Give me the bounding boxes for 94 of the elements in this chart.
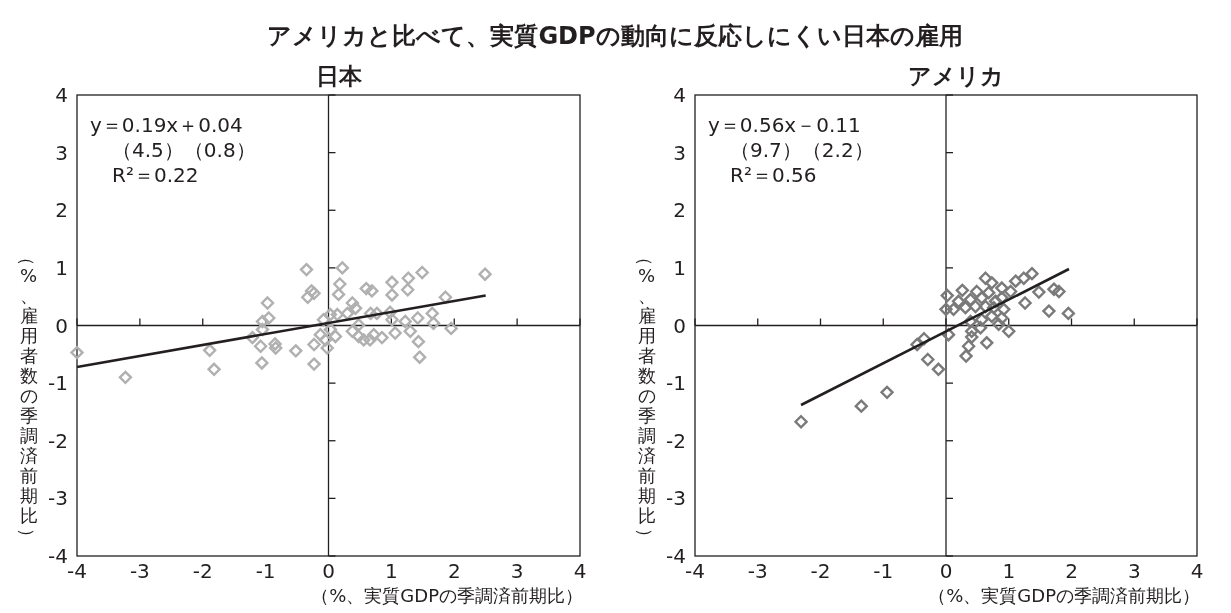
y-tick-label: 3 — [673, 140, 686, 165]
point — [955, 283, 970, 298]
x-tick-label: 3 — [1127, 559, 1141, 583]
annotation: （4.5）（0.8） — [112, 138, 256, 162]
point — [1008, 274, 1023, 288]
point — [1018, 296, 1032, 310]
text: （%、雇用者数の季調済前期比） — [635, 248, 656, 546]
y-tick-label: -3 — [666, 486, 686, 511]
x-tick-label: -1 — [873, 559, 894, 583]
point — [973, 321, 988, 335]
y-tick-label: 2 — [673, 198, 686, 223]
x-tick-label: -2 — [192, 559, 213, 583]
y-tick-label: -3 — [48, 486, 68, 511]
y-tick-label: -4 — [48, 544, 68, 568]
point — [995, 281, 1009, 295]
x-tick-label: 0 — [322, 559, 335, 583]
point — [917, 332, 931, 346]
y-tick-label: 0 — [673, 313, 686, 338]
point — [978, 271, 993, 285]
x-tick-label: 1 — [385, 559, 398, 583]
y-tick-label: -1 — [666, 371, 686, 396]
y-tick-label: 1 — [55, 255, 68, 280]
point — [946, 302, 961, 317]
point — [988, 294, 1003, 308]
y-tick-label: 1 — [673, 255, 686, 280]
point — [931, 362, 946, 376]
annotation: y＝0.19x＋0.04 — [90, 113, 243, 137]
point — [961, 339, 976, 353]
x-axis-title: （%、実質GDPの季調済前期比） — [928, 585, 1200, 606]
point — [1042, 304, 1056, 318]
y-tick-label: 2 — [55, 198, 68, 223]
point — [975, 313, 989, 327]
point — [794, 415, 808, 429]
point — [1061, 306, 1076, 321]
y-tick-label: 3 — [55, 140, 68, 165]
x-tick-label: -3 — [129, 559, 150, 583]
point — [1025, 266, 1039, 281]
point — [997, 302, 1011, 317]
point — [941, 328, 956, 342]
chart-subtitle: アメリカ — [908, 63, 1004, 89]
point — [940, 288, 954, 303]
x-tick-label: 4 — [1190, 559, 1204, 583]
point — [951, 294, 966, 308]
point — [965, 330, 979, 344]
point — [880, 385, 894, 400]
annotation: R²＝0.22 — [112, 163, 199, 187]
annotation: R²＝0.56 — [730, 163, 817, 187]
point — [1017, 271, 1031, 285]
x-tick-label: 2 — [447, 559, 461, 583]
point — [970, 284, 984, 299]
y-tick-label: 4 — [55, 83, 68, 107]
y-tick-label: -2 — [666, 428, 686, 453]
y-tick-label: -1 — [48, 371, 68, 396]
point — [985, 309, 999, 323]
chart-title: アメリカと比べて、実質GDPの動向に反応しにくい日本の雇用 — [267, 22, 963, 50]
point — [985, 276, 999, 290]
point — [1003, 284, 1018, 299]
x-axis-title: （%、実質GDPの季調済前期比） — [311, 585, 583, 606]
x-tick-label: 4 — [573, 559, 587, 583]
text: （%、雇用者数の季調済前期比） — [17, 248, 38, 546]
point — [1047, 282, 1061, 296]
point — [959, 349, 973, 363]
x-tick-label: -3 — [747, 559, 768, 583]
point — [854, 399, 868, 413]
x-tick-label: 3 — [510, 559, 524, 583]
point — [992, 317, 1006, 332]
chart-subtitle: 日本 — [315, 63, 363, 89]
y-tick-label: -2 — [48, 428, 68, 453]
y-tick-label: 0 — [55, 313, 68, 338]
point — [1052, 284, 1066, 299]
point — [980, 336, 994, 350]
x-tick-label: -1 — [255, 559, 276, 583]
point — [995, 291, 1009, 305]
point — [968, 299, 983, 314]
point — [910, 337, 924, 352]
x-tick-label: 0 — [939, 559, 953, 583]
point — [1002, 324, 1016, 338]
point — [975, 291, 989, 305]
point — [939, 302, 953, 317]
point — [921, 352, 935, 367]
point — [965, 324, 979, 338]
annotation: （9.7）（2.2） — [730, 138, 874, 162]
point — [995, 311, 1009, 325]
point — [963, 314, 978, 329]
x-tick-label: 2 — [1065, 559, 1078, 583]
point — [958, 300, 973, 315]
y-tick-label: -4 — [666, 544, 686, 568]
x-tick-label: 1 — [1002, 559, 1016, 583]
point — [981, 285, 996, 300]
y-tick-label: 4 — [673, 83, 686, 107]
point — [1032, 285, 1046, 299]
point — [963, 292, 978, 307]
annotation: y＝0.56x－0.11 — [708, 113, 861, 137]
x-tick-label: -2 — [810, 559, 831, 583]
